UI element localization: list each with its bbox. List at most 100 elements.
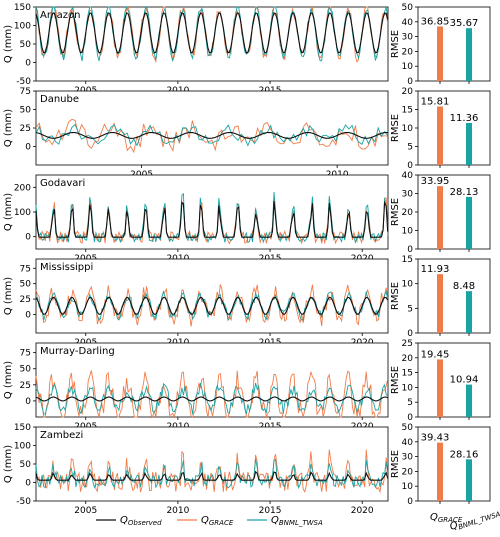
y-axis-label: Q (mm) xyxy=(3,109,14,147)
series-bnml-line xyxy=(35,123,389,147)
bar-y-tick-label: 40 xyxy=(402,438,414,448)
basin-name: Murray-Darling xyxy=(40,346,115,357)
bar-y-tick-label: 15 xyxy=(402,106,413,116)
basin-name: Danube xyxy=(40,94,79,105)
rmse-value-label: 10.94 xyxy=(450,375,479,386)
bar-y-tick-label: 5 xyxy=(407,304,413,314)
y-tick-label: 25 xyxy=(20,295,31,305)
bar-y-tick-label: 15 xyxy=(402,255,413,265)
bar-y-tick-label: 0 xyxy=(407,497,413,507)
y-tick-label: 0 xyxy=(25,311,31,321)
bar-y-tick-label: 10 xyxy=(402,280,414,290)
bar-y-tick-label: 0 xyxy=(407,77,413,87)
rmse-value-label: 39.43 xyxy=(421,433,450,444)
y-axis-label: Q (mm) xyxy=(3,193,14,231)
y-tick-label: -50 xyxy=(16,497,31,507)
x-tick-label: 2020 xyxy=(351,506,374,516)
basin-name: Mississippi xyxy=(40,262,93,273)
rmse-bar xyxy=(437,274,443,333)
y-axis-label: Q (mm) xyxy=(3,445,14,483)
rmse-value-label: 35.67 xyxy=(450,18,479,29)
rmse-bar xyxy=(466,28,472,81)
bar-y-tick-label: 10 xyxy=(402,227,414,237)
series-observed-line xyxy=(35,131,389,139)
legend-bnml-label: QBNML_TWSA xyxy=(271,515,323,527)
series-observed-line xyxy=(35,470,389,481)
bar-y-tick-label: 25 xyxy=(402,339,413,349)
bar-y-tick-label: 50 xyxy=(402,3,414,13)
series-bnml-line xyxy=(35,382,388,415)
bar-y-axis-label: RMSE xyxy=(390,114,401,142)
panel-godavari: 01002002005201020152020GodavariQ (mm)010… xyxy=(3,171,491,264)
y-tick-label: 75 xyxy=(20,264,31,274)
series-observed-line xyxy=(35,200,389,238)
bar-y-tick-label: 10 xyxy=(402,124,414,134)
series-bnml-line xyxy=(35,458,389,490)
bar-y-axis-label: RMSE xyxy=(390,30,401,58)
basin-name: Amazon xyxy=(40,10,80,21)
rmse-bar xyxy=(466,122,472,165)
x-tick-label: 2005 xyxy=(74,506,97,516)
y-tick-label: 0 xyxy=(25,397,31,407)
rmse-value-label: 8.48 xyxy=(453,281,475,292)
y-tick-label: 75 xyxy=(20,349,31,359)
bar-y-tick-label: 10 xyxy=(402,482,414,492)
bar-y-tick-label: 40 xyxy=(402,171,414,181)
bar-y-tick-label: 20 xyxy=(402,467,414,477)
bar-y-tick-label: 0 xyxy=(407,245,413,255)
bar-plot-frame xyxy=(417,90,491,166)
y-tick-label: 0 xyxy=(25,479,31,489)
rmse-bar xyxy=(437,186,443,249)
bar-y-tick-label: 5 xyxy=(407,143,413,153)
legend-grace-label: QGRACE xyxy=(201,515,234,527)
series-grace-line xyxy=(35,118,389,154)
rmse-value-label: 11.36 xyxy=(450,113,479,124)
rmse-bar xyxy=(466,196,472,249)
bar-y-axis-label: RMSE xyxy=(390,198,401,226)
y-tick-label: 100 xyxy=(14,442,31,452)
basin-name: Godavari xyxy=(40,178,85,189)
y-tick-label: 50 xyxy=(20,280,32,290)
y-tick-label: 50 xyxy=(20,365,32,375)
bar-y-tick-label: 50 xyxy=(402,423,414,433)
line-plot-frame xyxy=(35,258,389,334)
line-plot-frame xyxy=(35,426,389,502)
bar-plot-frame xyxy=(417,342,491,418)
line-plot-frame xyxy=(35,342,389,418)
bar-y-tick-label: 20 xyxy=(402,208,414,218)
rmse-bar xyxy=(437,106,443,165)
bar-y-tick-label: 20 xyxy=(402,47,414,57)
bar-y-tick-label: 0 xyxy=(407,413,413,423)
rmse-value-label: 11.93 xyxy=(421,264,450,275)
y-tick-label: 0 xyxy=(25,233,31,243)
rmse-bar xyxy=(437,442,443,501)
y-tick-label: 50 xyxy=(20,40,32,50)
y-tick-label: 100 xyxy=(14,22,31,32)
rmse-value-label: 28.13 xyxy=(450,187,479,198)
y-tick-label: -50 xyxy=(16,77,31,87)
series-bnml-line xyxy=(35,191,389,244)
series-observed-line xyxy=(35,296,389,315)
bar-y-tick-label: 15 xyxy=(402,369,413,379)
y-tick-label: 150 xyxy=(14,423,31,433)
bar-plot-frame xyxy=(417,258,491,334)
bar-y-axis-label: RMSE xyxy=(390,366,401,394)
line-plot-frame xyxy=(35,90,389,166)
bar-plot-frame xyxy=(417,174,491,250)
y-tick-label: 50 xyxy=(20,460,32,470)
bar-y-tick-label: 20 xyxy=(402,354,414,364)
rmse-value-label: 36.85 xyxy=(421,16,450,27)
bar-y-axis-label: RMSE xyxy=(390,282,401,310)
bar-xtick-grace-label: QGRACE xyxy=(430,512,463,524)
y-tick-label: 100 xyxy=(14,208,31,218)
legend-observed-label: QObserved xyxy=(120,515,162,527)
bar-y-axis-label: RMSE xyxy=(390,450,401,478)
rmse-bar xyxy=(437,26,443,82)
rmse-bar xyxy=(466,291,472,333)
rmse-value-label: 19.45 xyxy=(421,349,450,360)
x-tick-label: 2015 xyxy=(259,506,282,516)
bar-plot-frame xyxy=(417,426,491,502)
y-tick-label: 150 xyxy=(14,3,31,13)
